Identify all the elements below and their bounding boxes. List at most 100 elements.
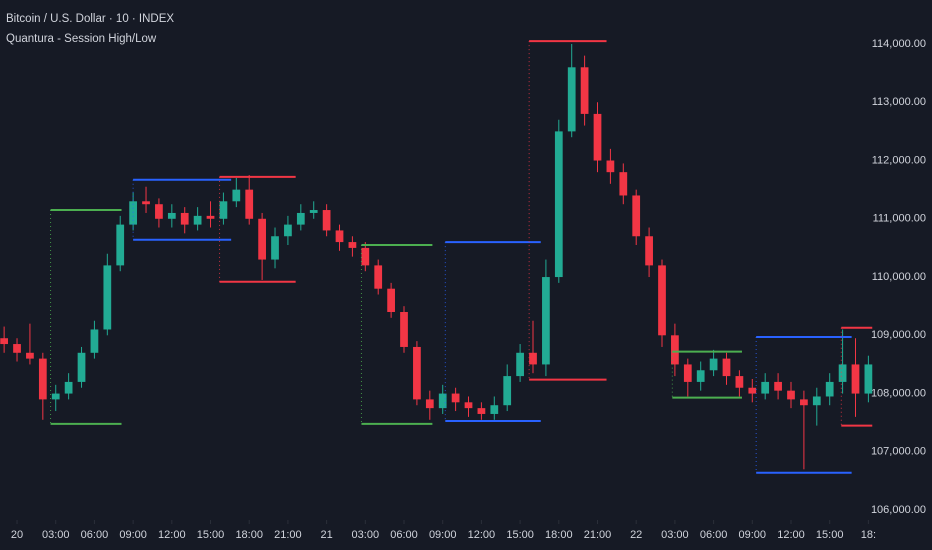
candle-body xyxy=(529,352,537,365)
candle-body xyxy=(361,247,370,266)
candle-body xyxy=(645,236,653,266)
candle-body xyxy=(490,405,499,414)
x-tick-label: 12:00 xyxy=(777,529,805,541)
candle-body xyxy=(464,402,473,409)
candle-body xyxy=(632,195,641,237)
candle-body xyxy=(38,358,47,400)
x-tick-label: 12:00 xyxy=(158,529,186,541)
x-tick-label: 21:00 xyxy=(584,529,612,541)
y-tick-label: 108,000.00 xyxy=(871,387,926,399)
candle-body xyxy=(271,236,279,260)
candle-body xyxy=(193,215,202,225)
candle-body xyxy=(103,265,112,330)
x-tick-label: 18: xyxy=(861,529,876,541)
candle-body xyxy=(683,364,692,382)
candle-body xyxy=(219,201,228,219)
x-tick-label: 09:00 xyxy=(739,529,767,541)
candle-body xyxy=(593,113,602,161)
candle-body xyxy=(258,218,266,260)
candle-body xyxy=(761,381,770,394)
candle-body xyxy=(554,131,563,278)
candle-body xyxy=(348,242,357,248)
candle-body xyxy=(477,408,486,414)
candle-body xyxy=(812,396,821,406)
candle-body xyxy=(322,210,331,231)
candle-body xyxy=(26,352,34,359)
candle-body xyxy=(155,204,163,219)
candle-body xyxy=(180,212,189,225)
candle-body xyxy=(90,329,99,353)
candle-body xyxy=(142,201,150,205)
y-tick-label: 113,000.00 xyxy=(872,96,926,108)
y-tick-label: 109,000.00 xyxy=(871,329,926,341)
x-tick-label: 21:00 xyxy=(274,529,302,541)
candle-body xyxy=(567,67,576,132)
candle-body xyxy=(51,393,60,400)
candle-body xyxy=(64,381,73,394)
x-tick-label: 22 xyxy=(630,529,642,541)
candle-body xyxy=(516,352,524,377)
x-tick-label: 03:00 xyxy=(42,529,70,541)
y-tick-label: 107,000.00 xyxy=(871,446,926,458)
candle-body xyxy=(13,344,21,353)
candle-body xyxy=(851,364,860,394)
candle-body xyxy=(425,399,434,409)
x-tick-label: 21 xyxy=(320,529,332,541)
candle-body xyxy=(206,215,215,219)
x-tick-label: 18:00 xyxy=(235,529,263,541)
x-tick-label: 15:00 xyxy=(197,529,225,541)
y-tick-label: 112,000.00 xyxy=(872,154,926,166)
x-tick-label: 03:00 xyxy=(661,529,689,541)
x-tick-label: 03:00 xyxy=(352,529,380,541)
candle-body xyxy=(658,265,666,336)
candle-body xyxy=(232,189,241,202)
candle-body xyxy=(77,352,86,382)
candle-body xyxy=(838,364,847,382)
x-tick-label: 06:00 xyxy=(81,529,109,541)
y-tick-label: 106,000.00 xyxy=(871,504,926,516)
y-tick-label: 114,000.00 xyxy=(872,38,926,50)
candle-body xyxy=(296,212,305,225)
candle-body xyxy=(413,346,421,400)
candle-body xyxy=(671,335,679,365)
x-tick-label: 20 xyxy=(11,529,23,541)
x-tick-label: 18:00 xyxy=(545,529,573,541)
candle-body xyxy=(116,224,125,266)
candle-body xyxy=(335,230,344,243)
chart-title: Bitcoin / U.S. Dollar · 10 · INDEX xyxy=(6,13,174,25)
candle-body xyxy=(284,224,292,237)
candle-body xyxy=(696,370,705,382)
plot-area xyxy=(0,40,873,474)
candle-body xyxy=(129,201,137,225)
x-tick-label: 12:00 xyxy=(468,529,496,541)
x-tick-label: 06:00 xyxy=(700,529,728,541)
x-tick-label: 15:00 xyxy=(506,529,534,541)
candle-body xyxy=(748,387,757,394)
candle-body xyxy=(709,358,718,371)
x-tick-label: 15:00 xyxy=(816,529,844,541)
candle-body xyxy=(542,277,550,365)
candle-body xyxy=(800,399,808,406)
candle-body xyxy=(619,172,628,196)
x-tick-label: 09:00 xyxy=(429,529,457,541)
candle-body xyxy=(864,364,873,394)
candle-body xyxy=(245,189,254,219)
candle-body xyxy=(787,390,795,400)
candle-body xyxy=(309,210,318,213)
candle-body xyxy=(0,338,8,345)
y-tick-label: 111,000.00 xyxy=(873,213,926,225)
candle-body xyxy=(387,288,395,312)
candle-body xyxy=(774,381,782,391)
x-tick-label: 06:00 xyxy=(390,529,418,541)
candle-body xyxy=(374,265,383,289)
candle-body xyxy=(606,160,615,173)
candle-body xyxy=(503,376,512,406)
candle-body xyxy=(451,393,460,403)
candle-body xyxy=(400,312,408,347)
candle-body xyxy=(722,358,731,377)
candle-body xyxy=(580,67,589,114)
chart-subtitle: Quantura - Session High/Low xyxy=(6,33,157,45)
